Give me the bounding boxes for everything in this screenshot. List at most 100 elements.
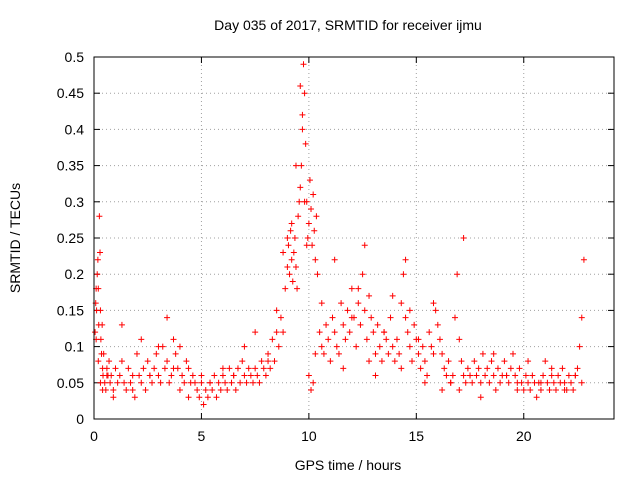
data-point [355,300,362,307]
data-point [153,350,160,357]
data-point [185,394,192,401]
data-point [103,372,110,379]
data-point [318,300,325,307]
data-point [146,372,153,379]
data-point [262,372,269,379]
data-point [552,387,559,394]
data-point [559,365,566,372]
data-point [273,329,280,336]
data-point [96,213,103,220]
data-point [256,379,263,386]
data-point [340,365,347,372]
y-tick-label: 0.25 [57,230,84,246]
data-point [486,379,493,386]
data-point [492,387,499,394]
data-point [196,394,203,401]
data-point [296,198,303,205]
data-point [295,213,302,220]
data-point [215,379,222,386]
data-point [314,271,321,278]
data-point [580,256,587,263]
data-point [357,321,364,328]
data-point [503,372,510,379]
data-point [458,358,465,365]
data-point [306,177,313,184]
data-point [518,379,525,386]
data-point [202,387,209,394]
data-point [372,372,379,379]
data-point [207,379,214,386]
chart-title: Day 035 of 2017, SRMTID for receiver ijm… [214,17,482,33]
data-point [490,372,497,379]
data-point [361,242,368,249]
data-point [245,365,252,372]
data-point [574,365,581,372]
data-point [520,387,527,394]
data-point [471,358,478,365]
data-point [97,307,104,314]
data-point [155,343,162,350]
data-point [484,365,491,372]
data-point [250,379,257,386]
x-tick-labels: 0 5 10 15 20 [90,428,532,444]
data-point [222,379,229,386]
data-point [125,365,132,372]
data-point [277,314,284,321]
data-point [456,387,463,394]
data-point [176,387,183,394]
data-point [490,350,497,357]
data-point [449,372,456,379]
data-point [469,379,476,386]
data-point [533,394,540,401]
data-point [494,365,501,372]
data-point [292,162,299,169]
data-point [550,379,557,386]
data-point [389,292,396,299]
data-point [406,307,413,314]
data-point [200,401,207,408]
data-point [409,358,416,365]
data-point [198,372,205,379]
y-tick-label: 0.05 [57,375,84,391]
data-point [309,242,316,249]
data-point [331,256,338,263]
data-point [421,379,428,386]
data-point [123,387,130,394]
data-point [194,387,201,394]
data-point [284,263,291,270]
data-point [131,394,138,401]
data-point [308,387,315,394]
data-point [311,227,318,234]
data-point [170,336,177,343]
data-point [338,300,345,307]
data-point [185,365,192,372]
data-point [460,235,467,241]
data-point [389,343,396,350]
data-point [353,343,360,350]
data-point [304,235,311,241]
data-point [252,329,259,336]
data-point [396,350,403,357]
data-point [372,350,379,357]
data-point [327,358,334,365]
data-point [129,372,136,379]
data-point [224,387,231,394]
data-point [477,394,484,401]
data-point [555,372,562,379]
data-point [291,235,298,241]
data-point [391,358,398,365]
data-point [303,242,310,249]
data-point [280,329,287,336]
data-point [247,372,254,379]
data-point [355,285,362,292]
data-point [234,365,241,372]
data-point [100,350,107,357]
data-point [183,358,190,365]
data-point [578,314,585,321]
data-point [525,358,532,365]
data-point [110,394,117,401]
data-point [510,350,517,357]
data-point [370,329,377,336]
data-point [417,365,424,372]
data-point [361,307,368,314]
